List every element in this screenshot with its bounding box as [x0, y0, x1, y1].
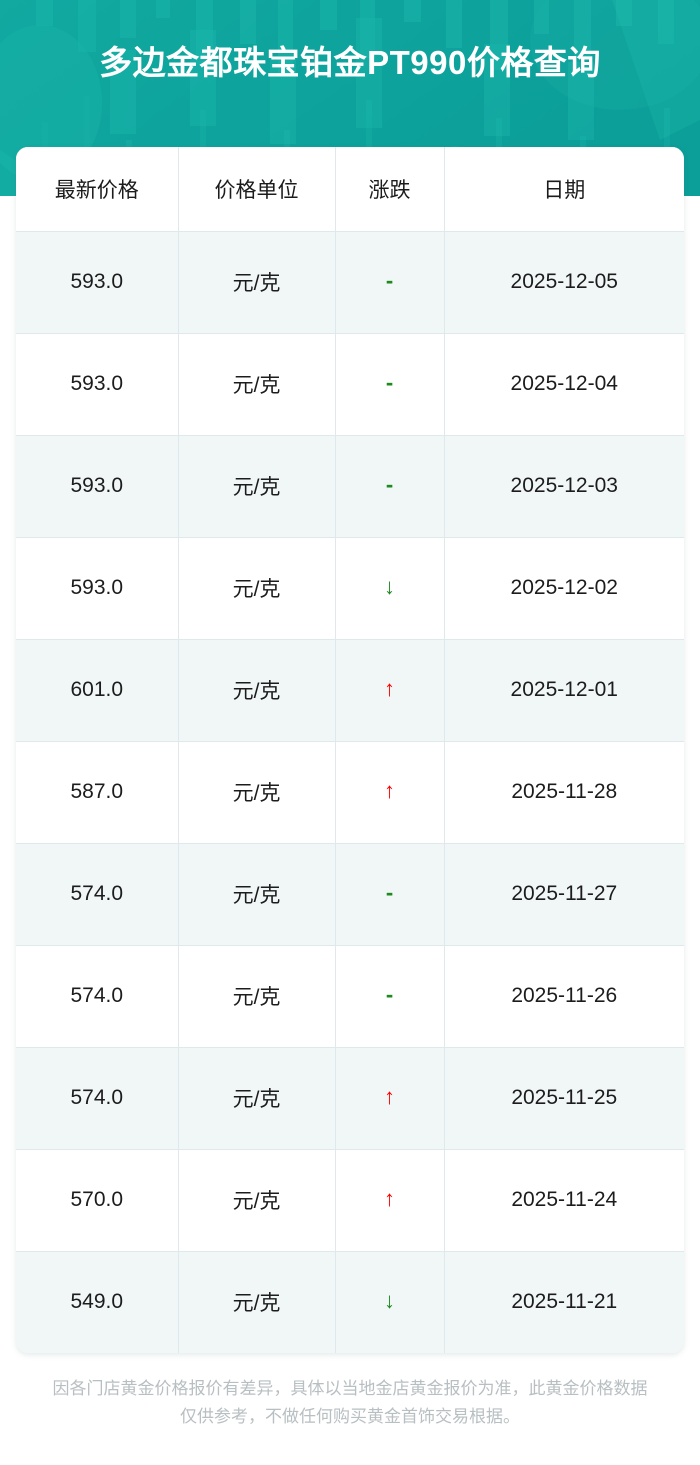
- cell-price: 601.0: [16, 639, 179, 742]
- cell-unit: 元/克: [178, 1251, 336, 1353]
- page-title: 多边金都珠宝铂金PT990价格查询: [99, 44, 601, 81]
- cell-change: -: [335, 333, 445, 436]
- cell-date: 2025-11-26: [444, 945, 684, 1048]
- cell-price: 587.0: [16, 741, 179, 844]
- cell-price: 574.0: [16, 945, 179, 1048]
- change-up-icon: ↑: [384, 1084, 395, 1109]
- cell-date: 2025-12-01: [444, 639, 684, 742]
- change-down-icon: ↓: [384, 574, 395, 599]
- cell-change: ↓: [335, 1251, 445, 1353]
- table-row: 574.0 元/克 - 2025-11-26: [16, 945, 684, 1048]
- column-header-price: 最新价格: [16, 147, 179, 232]
- cell-unit: 元/克: [178, 945, 336, 1048]
- change-flat-icon: -: [385, 370, 394, 395]
- cell-price: 570.0: [16, 1149, 179, 1252]
- cell-price: 593.0: [16, 537, 179, 640]
- table-header: 最新价格 价格单位 涨跌 日期: [16, 147, 684, 232]
- table-row: 593.0 元/克 - 2025-12-03: [16, 435, 684, 538]
- cell-change: ↑: [335, 741, 445, 844]
- change-up-icon: ↑: [384, 676, 395, 701]
- cell-price: 593.0: [16, 435, 179, 538]
- cell-date: 2025-11-25: [444, 1047, 684, 1150]
- cell-price: 574.0: [16, 843, 179, 946]
- column-header-change: 涨跌: [335, 147, 445, 232]
- change-flat-icon: -: [385, 982, 394, 1007]
- cell-change: ↑: [335, 1047, 445, 1150]
- cell-change: -: [335, 843, 445, 946]
- cell-unit: 元/克: [178, 639, 336, 742]
- table-row: 601.0 元/克 ↑ 2025-12-01: [16, 639, 684, 742]
- cell-date: 2025-11-28: [444, 741, 684, 844]
- cell-change: -: [335, 945, 445, 1048]
- change-up-icon: ↑: [384, 1186, 395, 1211]
- cell-price: 593.0: [16, 231, 179, 334]
- table-row: 593.0 元/克 ↓ 2025-12-02: [16, 537, 684, 640]
- cell-date: 2025-12-04: [444, 333, 684, 436]
- cell-date: 2025-12-02: [444, 537, 684, 640]
- cell-unit: 元/克: [178, 537, 336, 640]
- table-body: 593.0 元/克 -2025-12-05 593.0 元/克 -2025-12-04 59…: [16, 231, 684, 1353]
- table-row: 593.0 元/克 - 2025-12-04: [16, 333, 684, 436]
- cell-unit: 元/克: [178, 1149, 336, 1252]
- cell-unit: 元/克: [178, 333, 336, 436]
- cell-change: -: [335, 231, 445, 334]
- cell-change: ↓: [335, 537, 445, 640]
- cell-date: 2025-11-24: [444, 1149, 684, 1252]
- table-row: 574.0 元/克 - 2025-11-27: [16, 843, 684, 946]
- cell-unit: 元/克: [178, 741, 336, 844]
- cell-date: 2025-12-03: [444, 435, 684, 538]
- cell-price: 593.0: [16, 333, 179, 436]
- cell-date: 2025-11-27: [444, 843, 684, 946]
- cell-change: ↑: [335, 639, 445, 742]
- price-table-card: S 南方财富网 outhmoney.com 最新价格 价格单位 涨跌 日期 59…: [16, 147, 684, 1353]
- change-flat-icon: -: [385, 880, 394, 905]
- cell-unit: 元/克: [178, 231, 336, 334]
- cell-date: 2025-12-05: [444, 231, 684, 334]
- change-flat-icon: -: [385, 268, 394, 293]
- cell-price: 574.0: [16, 1047, 179, 1150]
- price-table: 最新价格 价格单位 涨跌 日期 593.0 元/克 -2025-12-05 593.0…: [16, 147, 684, 1353]
- table-row: 574.0 元/克 ↑ 2025-11-25: [16, 1047, 684, 1150]
- cell-unit: 元/克: [178, 1047, 336, 1150]
- table-row: 593.0 元/克 - 2025-12-05: [16, 231, 684, 334]
- column-header-date: 日期: [444, 147, 684, 232]
- change-up-icon: ↑: [384, 778, 395, 803]
- disclaimer-text: 因各门店黄金价格报价有差异，具体以当地金店黄金报价为准，此黄金价格数据仅供参考，…: [52, 1379, 648, 1426]
- table-row: 570.0 元/克 ↑ 2025-11-24: [16, 1149, 684, 1252]
- column-header-unit: 价格单位: [178, 147, 336, 232]
- table-header-row: 最新价格 价格单位 涨跌 日期: [16, 147, 684, 232]
- cell-unit: 元/克: [178, 435, 336, 538]
- cell-change: -: [335, 435, 445, 538]
- cell-price: 549.0: [16, 1251, 179, 1353]
- cell-change: ↑: [335, 1149, 445, 1252]
- change-flat-icon: -: [385, 472, 394, 497]
- table-row: 549.0 元/克 ↓ 2025-11-21: [16, 1251, 684, 1353]
- cell-date: 2025-11-21: [511, 1290, 618, 1314]
- table-row: 587.0 元/克 ↑ 2025-11-28: [16, 741, 684, 844]
- cell-unit: 元/克: [178, 843, 336, 946]
- change-down-icon: ↓: [384, 1288, 395, 1314]
